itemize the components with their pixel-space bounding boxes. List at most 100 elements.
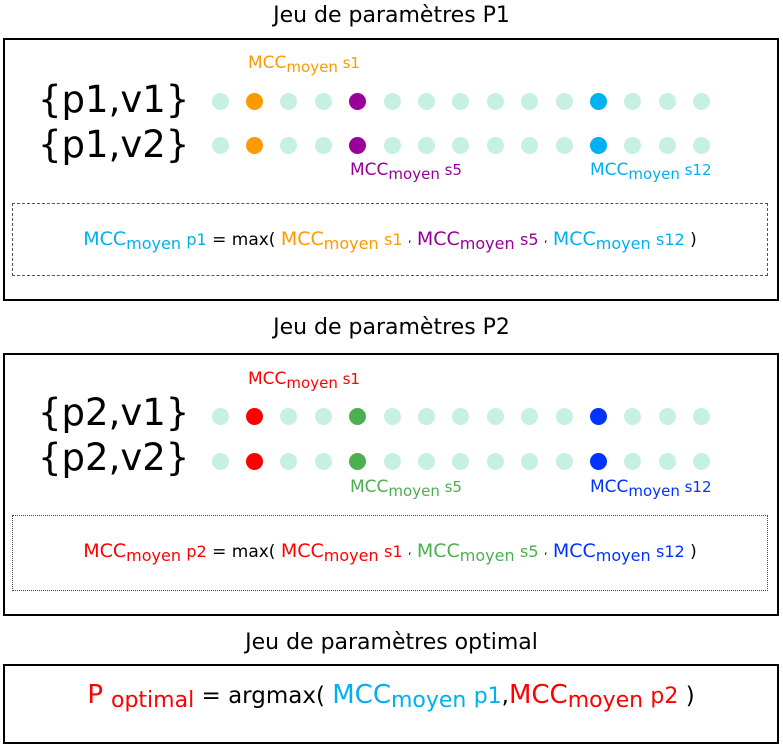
dot [314,452,332,470]
moyen-subscript: moyen [126,546,181,565]
annotation-p2-s5: MCCmoyen s5 [350,477,462,500]
dot [211,452,229,470]
highlighted-dot [589,407,607,425]
dot [452,136,470,154]
moyen-subscript: moyen [459,546,515,565]
dot [383,136,401,154]
dot [211,136,229,154]
panel-2-title: Jeu de paramètres P2 [273,315,510,340]
s1-label: s1 [384,230,403,249]
mcc-text: MCC [248,369,287,389]
moyen-subscript: moyen [388,482,440,500]
dot [383,407,401,425]
dot [452,452,470,470]
dot [555,136,573,154]
set-label-p1-v1: {p1,v1} [38,78,190,121]
dot [417,92,435,110]
dot [211,92,229,110]
term-p2-s1: MCCmoyen s1 [280,540,403,565]
term-p1-s5: MCCmoyen s5 [416,228,539,253]
highlighted-dot [349,92,367,110]
s1-label: s1 [342,54,360,72]
dot [383,92,401,110]
s1-label: s1 [342,370,360,388]
formula-box-p1: MCCmoyen p1 = max( MCCmoyen s1 , MCCmoye… [12,203,768,276]
mcc-text: MCC [552,228,596,250]
mcc-text: MCC [416,228,460,250]
p1-label: p1 [473,684,502,709]
comma: , [407,544,412,557]
highlighted-dot [245,136,263,154]
annotation-p1-s1: MCCmoyen s1 [248,53,360,76]
p-text: P [87,680,103,710]
dot [486,136,504,154]
dot [417,136,435,154]
formula-box-p2: MCCmoyen p2 = max( MCCmoyen s1 , MCCmoye… [12,515,768,591]
s1-label: s1 [384,542,403,561]
term-p1-result: MCCmoyen p1 [83,228,207,253]
dot [624,92,642,110]
dot [555,92,573,110]
annotation-p2-s12: MCCmoyen s12 [590,477,712,500]
mcc-text: MCC [508,680,568,710]
mcc-text: MCC [280,540,324,562]
moyen-subscript: moyen [567,688,644,713]
dot [624,136,642,154]
dot [658,136,676,154]
dot [521,136,539,154]
mcc-text: MCC [83,228,127,250]
dot [658,92,676,110]
max-operator: = max( [212,542,276,562]
mcc-text: MCC [416,540,460,562]
dot [452,407,470,425]
moyen-subscript: moyen [390,688,467,713]
highlighted-dot [245,407,263,425]
dot [555,407,573,425]
dot [658,452,676,470]
dot [521,452,539,470]
dot [280,136,298,154]
mcc-text: MCC [248,53,287,73]
dot [280,407,298,425]
mcc-text: MCC [83,540,127,562]
dot [314,136,332,154]
moyen-subscript: moyen [323,234,379,253]
highlighted-dot [589,136,607,154]
term-optimal-p1: MCCmoyen p1 [332,680,502,713]
dot [555,452,573,470]
comma: , [543,232,548,245]
dot [417,452,435,470]
argmax-operator: = argmax( [201,683,325,709]
mcc-text: MCC [590,160,629,180]
comma: , [543,544,548,557]
highlighted-dot [589,92,607,110]
moyen-subscript: moyen [628,165,680,183]
moyen-subscript: moyen [126,234,181,253]
dot [452,92,470,110]
panel-1 [3,38,779,301]
moyen-subscript: moyen [595,234,651,253]
dot [521,92,539,110]
mcc-text: MCC [350,160,389,180]
mcc-text: MCC [350,477,389,497]
s12-label: s12 [656,230,685,249]
term-optimal-p2: MCCmoyen p2 [508,680,678,713]
moyen-subscript: moyen [459,234,515,253]
moyen-subscript: moyen [286,374,338,392]
term-p2-s12: MCCmoyen s12 [553,540,685,565]
set-label-p1-v2: {p1,v2} [38,123,190,166]
optimal-subscript: optimal [111,688,195,713]
s5-label: s5 [520,542,539,561]
mcc-text: MCC [280,228,324,250]
s5-label: s5 [444,478,462,496]
close-paren: ) [685,683,695,709]
highlighted-dot [349,407,367,425]
comma: , [407,232,412,245]
dot [521,407,539,425]
s5-label: s5 [444,161,462,179]
term-p1-s1: MCCmoyen s1 [280,228,403,253]
dot [486,452,504,470]
